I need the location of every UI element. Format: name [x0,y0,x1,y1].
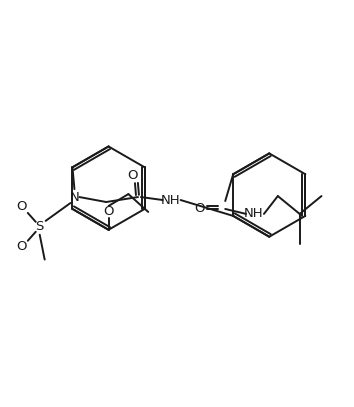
Text: S: S [35,220,44,233]
Text: NH: NH [244,208,264,221]
Text: O: O [17,240,27,253]
Text: O: O [17,201,27,214]
Text: O: O [103,206,114,219]
Text: NH: NH [161,193,181,206]
Text: O: O [128,169,138,182]
Text: N: N [70,190,79,204]
Text: O: O [194,202,205,215]
